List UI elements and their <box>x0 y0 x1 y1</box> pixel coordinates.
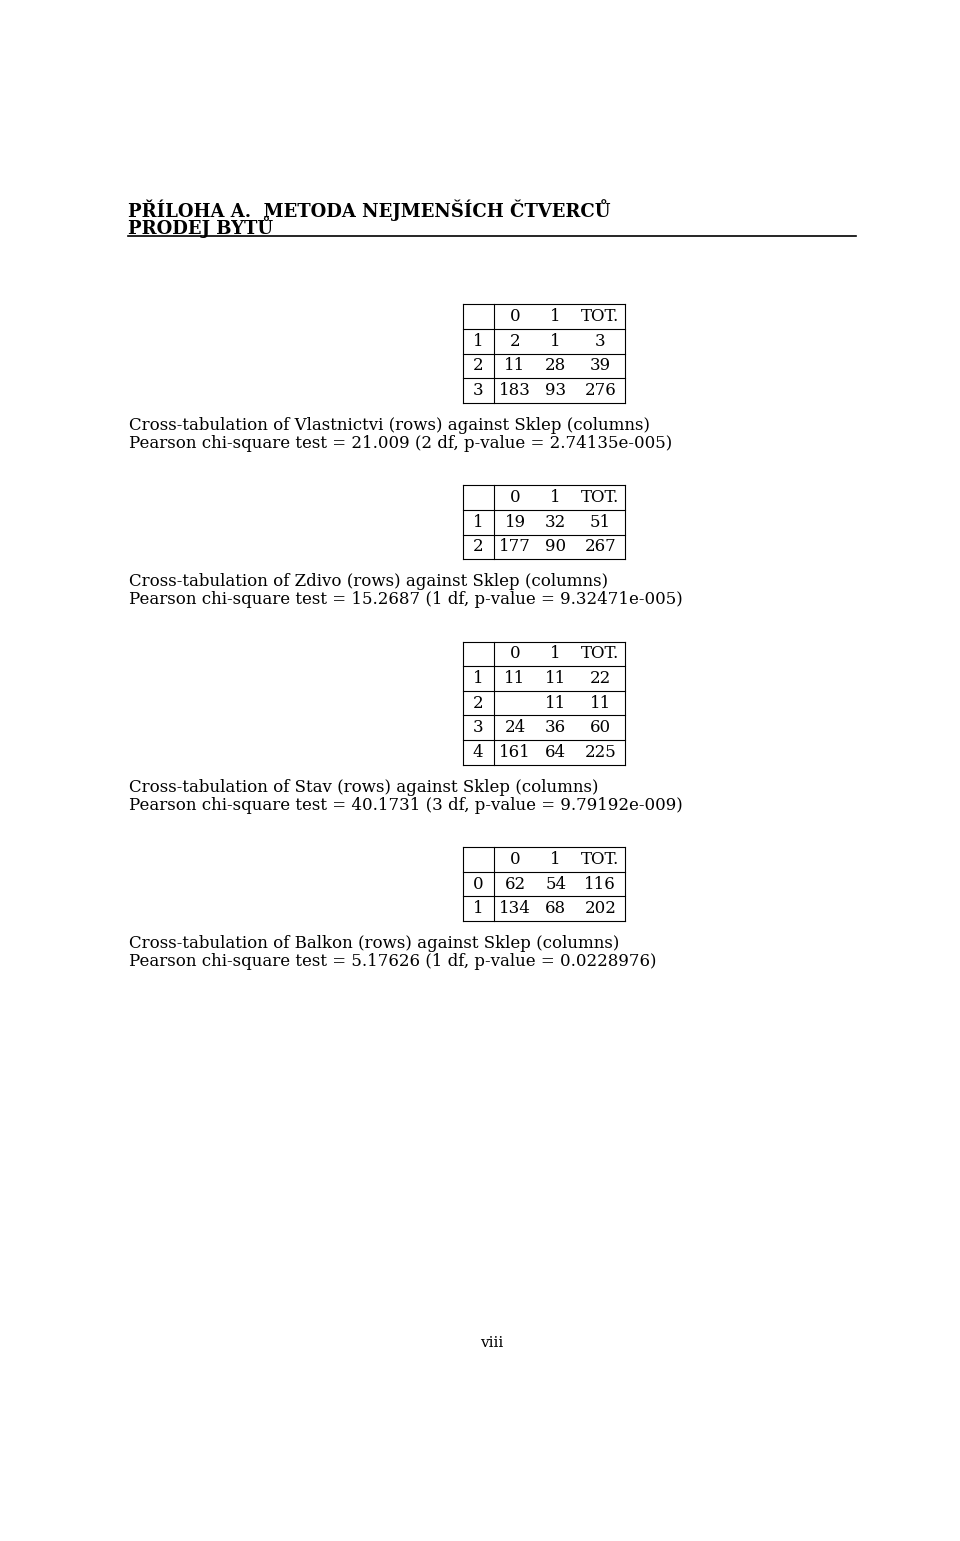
Text: 1: 1 <box>550 333 561 350</box>
Text: 2: 2 <box>473 538 484 555</box>
Text: 0: 0 <box>510 851 520 868</box>
Text: 1: 1 <box>473 513 484 530</box>
Text: 11: 11 <box>504 358 526 374</box>
Text: Cross-tabulation of Vlastnictvi (rows) against Sklep (columns): Cross-tabulation of Vlastnictvi (rows) a… <box>129 416 650 433</box>
Text: Pearson chi-square test = 15.2687 (1 df, p-value = 9.32471e-005): Pearson chi-square test = 15.2687 (1 df,… <box>129 592 683 609</box>
Text: 3: 3 <box>595 333 606 350</box>
Text: 161: 161 <box>499 744 531 761</box>
Text: Cross-tabulation of Zdivo (rows) against Sklep (columns): Cross-tabulation of Zdivo (rows) against… <box>129 573 608 590</box>
Text: 3: 3 <box>473 720 484 737</box>
Text: 1: 1 <box>550 308 561 325</box>
Text: 116: 116 <box>585 875 616 892</box>
Text: 22: 22 <box>589 670 611 687</box>
Text: Cross-tabulation of Stav (rows) against Sklep (columns): Cross-tabulation of Stav (rows) against … <box>129 778 598 795</box>
Text: TOT.: TOT. <box>581 308 619 325</box>
Text: 0: 0 <box>510 308 520 325</box>
Text: 134: 134 <box>499 900 531 917</box>
Text: TOT.: TOT. <box>581 646 619 663</box>
Text: PŘÍLOHA A.  METODA NEJMENŠÍCH ČTVERCŮ: PŘÍLOHA A. METODA NEJMENŠÍCH ČTVERCŮ <box>128 199 611 220</box>
Text: TOT.: TOT. <box>581 851 619 868</box>
Text: 19: 19 <box>504 513 525 530</box>
Text: 276: 276 <box>585 382 616 399</box>
Text: 32: 32 <box>545 513 566 530</box>
Text: 2: 2 <box>510 333 520 350</box>
Text: 1: 1 <box>473 670 484 687</box>
Text: 0: 0 <box>473 875 484 892</box>
Text: 11: 11 <box>545 670 566 687</box>
Text: 183: 183 <box>499 382 531 399</box>
Text: PRODEJ BYTŮ: PRODEJ BYTŮ <box>128 216 273 237</box>
Text: 1: 1 <box>473 333 484 350</box>
Text: 68: 68 <box>545 900 566 917</box>
Text: 225: 225 <box>585 744 616 761</box>
Text: TOT.: TOT. <box>581 488 619 505</box>
Text: 62: 62 <box>504 875 525 892</box>
Text: Pearson chi-square test = 5.17626 (1 df, p-value = 0.0228976): Pearson chi-square test = 5.17626 (1 df,… <box>129 954 657 971</box>
Text: Cross-tabulation of Balkon (rows) against Sklep (columns): Cross-tabulation of Balkon (rows) agains… <box>129 935 619 952</box>
Text: 2: 2 <box>473 358 484 374</box>
Text: 4: 4 <box>473 744 484 761</box>
Text: 60: 60 <box>589 720 611 737</box>
Text: 1: 1 <box>473 900 484 917</box>
Text: 28: 28 <box>545 358 566 374</box>
Text: 11: 11 <box>545 695 566 712</box>
Text: 1: 1 <box>550 488 561 505</box>
Text: 177: 177 <box>499 538 531 555</box>
Text: 93: 93 <box>545 382 566 399</box>
Text: 11: 11 <box>504 670 526 687</box>
Text: Pearson chi-square test = 21.009 (2 df, p-value = 2.74135e-005): Pearson chi-square test = 21.009 (2 df, … <box>129 435 672 452</box>
Text: 51: 51 <box>589 513 611 530</box>
Text: 90: 90 <box>545 538 566 555</box>
Text: 3: 3 <box>473 382 484 399</box>
Text: 0: 0 <box>510 646 520 663</box>
Text: 1: 1 <box>550 851 561 868</box>
Text: 2: 2 <box>473 695 484 712</box>
Text: 39: 39 <box>589 358 611 374</box>
Text: Pearson chi-square test = 40.1731 (3 df, p-value = 9.79192e-009): Pearson chi-square test = 40.1731 (3 df,… <box>129 797 683 814</box>
Text: 11: 11 <box>589 695 611 712</box>
Text: 1: 1 <box>550 646 561 663</box>
Text: 64: 64 <box>545 744 566 761</box>
Text: 54: 54 <box>545 875 566 892</box>
Text: 267: 267 <box>585 538 616 555</box>
Text: 202: 202 <box>585 900 616 917</box>
Text: 0: 0 <box>510 488 520 505</box>
Text: 24: 24 <box>504 720 526 737</box>
Text: viii: viii <box>480 1336 504 1350</box>
Text: 36: 36 <box>545 720 566 737</box>
